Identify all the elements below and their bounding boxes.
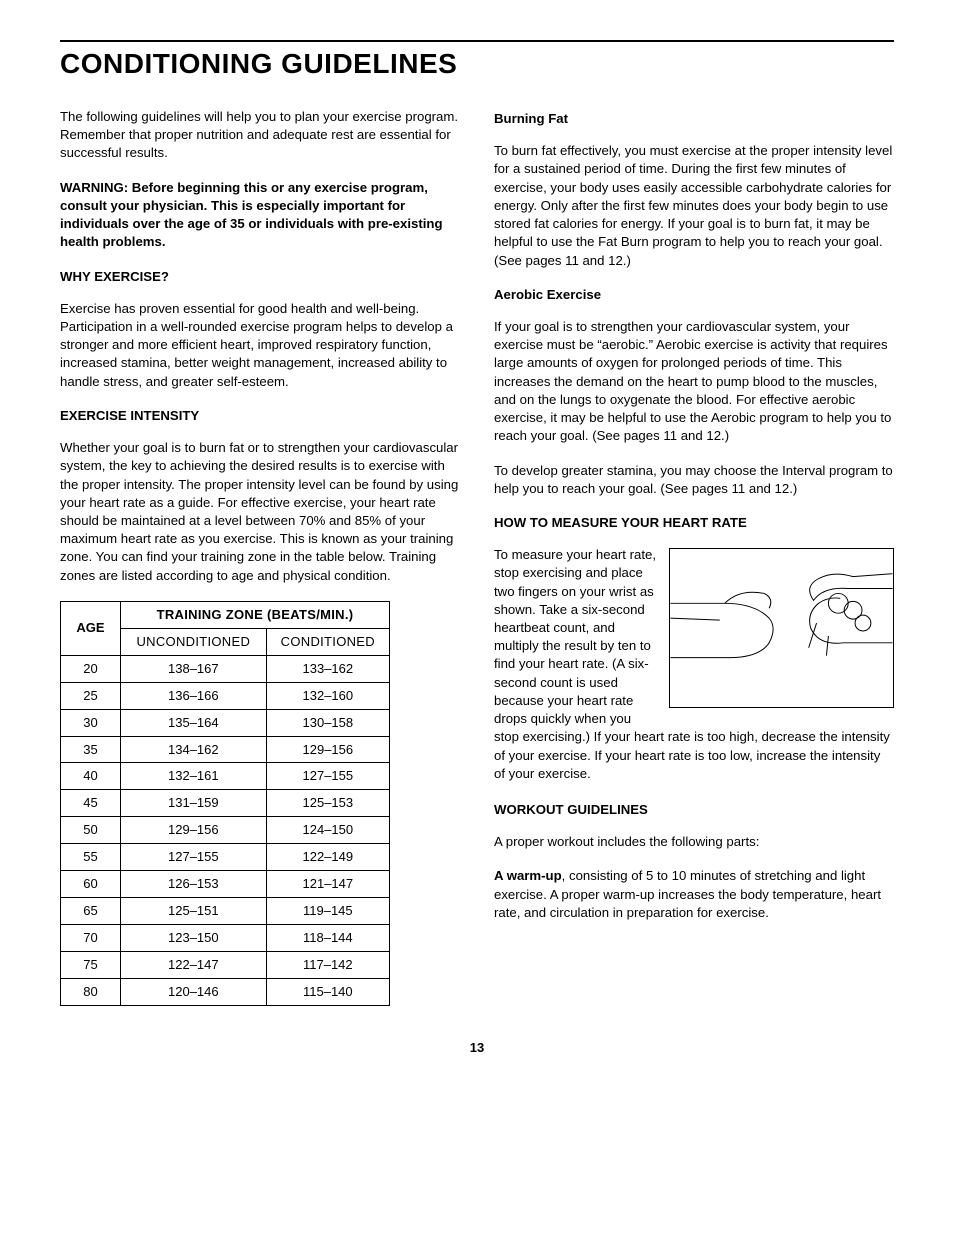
conditioned-cell: 125–153 bbox=[266, 790, 389, 817]
right-column: Burning Fat To burn fat effectively, you… bbox=[494, 108, 894, 1006]
conditioned-cell: 119–145 bbox=[266, 898, 389, 925]
conditioned-cell: 121–147 bbox=[266, 871, 389, 898]
age-cell: 65 bbox=[61, 898, 121, 925]
exercise-intensity-body: Whether your goal is to burn fat or to s… bbox=[60, 439, 460, 585]
unconditioned-cell: 122–147 bbox=[121, 952, 267, 979]
table-row: 35134–162129–156 bbox=[61, 736, 390, 763]
measure-wrap-block: To measure your heart rate, stop exercis… bbox=[494, 546, 894, 799]
workout-guidelines-heading: WORKOUT GUIDELINES bbox=[494, 801, 894, 819]
training-zone-header: TRAINING ZONE (BEATS/MIN.) bbox=[121, 601, 390, 628]
why-exercise-body: Exercise has proven essential for good h… bbox=[60, 300, 460, 391]
intro-paragraph: The following guidelines will help you t… bbox=[60, 108, 460, 163]
age-cell: 40 bbox=[61, 763, 121, 790]
conditioned-cell: 133–162 bbox=[266, 655, 389, 682]
age-cell: 50 bbox=[61, 817, 121, 844]
exercise-intensity-heading: EXERCISE INTENSITY bbox=[60, 407, 460, 425]
unconditioned-cell: 132–161 bbox=[121, 763, 267, 790]
table-row: 80120–146115–140 bbox=[61, 978, 390, 1005]
age-cell: 45 bbox=[61, 790, 121, 817]
unconditioned-cell: 127–155 bbox=[121, 844, 267, 871]
table-row: 55127–155122–149 bbox=[61, 844, 390, 871]
table-row: 60126–153121–147 bbox=[61, 871, 390, 898]
training-zone-table: AGE TRAINING ZONE (BEATS/MIN.) UNCONDITI… bbox=[60, 601, 390, 1006]
unconditioned-cell: 126–153 bbox=[121, 871, 267, 898]
top-rule bbox=[60, 40, 894, 42]
unconditioned-cell: 138–167 bbox=[121, 655, 267, 682]
burning-fat-heading: Burning Fat bbox=[494, 110, 894, 128]
age-cell: 70 bbox=[61, 925, 121, 952]
unconditioned-cell: 123–150 bbox=[121, 925, 267, 952]
table-row: 45131–159125–153 bbox=[61, 790, 390, 817]
aerobic-body-2: To develop greater stamina, you may choo… bbox=[494, 462, 894, 498]
conditioned-cell: 130–158 bbox=[266, 709, 389, 736]
table-row: 20138–167133–162 bbox=[61, 655, 390, 682]
age-cell: 80 bbox=[61, 978, 121, 1005]
age-cell: 30 bbox=[61, 709, 121, 736]
workout-intro: A proper workout includes the following … bbox=[494, 833, 894, 851]
age-cell: 20 bbox=[61, 655, 121, 682]
table-row: 65125–151119–145 bbox=[61, 898, 390, 925]
unconditioned-cell: 135–164 bbox=[121, 709, 267, 736]
conditioned-cell: 115–140 bbox=[266, 978, 389, 1005]
left-column: The following guidelines will help you t… bbox=[60, 108, 460, 1006]
warning-paragraph: WARNING: Before beginning this or any ex… bbox=[60, 179, 460, 252]
age-cell: 55 bbox=[61, 844, 121, 871]
warmup-label: A warm-up bbox=[494, 868, 562, 883]
conditioned-cell: 127–155 bbox=[266, 763, 389, 790]
aerobic-exercise-heading: Aerobic Exercise bbox=[494, 286, 894, 304]
unconditioned-cell: 120–146 bbox=[121, 978, 267, 1005]
conditioned-cell: 124–150 bbox=[266, 817, 389, 844]
table-row: 50129–156124–150 bbox=[61, 817, 390, 844]
unconditioned-cell: 136–166 bbox=[121, 682, 267, 709]
page-number: 13 bbox=[60, 1040, 894, 1055]
age-cell: 75 bbox=[61, 952, 121, 979]
conditioned-cell: 132–160 bbox=[266, 682, 389, 709]
age-header: AGE bbox=[61, 601, 121, 655]
conditioned-cell: 117–142 bbox=[266, 952, 389, 979]
table-row: 30135–164130–158 bbox=[61, 709, 390, 736]
conditioned-header: CONDITIONED bbox=[266, 628, 389, 655]
unconditioned-header: UNCONDITIONED bbox=[121, 628, 267, 655]
age-cell: 35 bbox=[61, 736, 121, 763]
unconditioned-cell: 134–162 bbox=[121, 736, 267, 763]
unconditioned-cell: 131–159 bbox=[121, 790, 267, 817]
why-exercise-heading: WHY EXERCISE? bbox=[60, 268, 460, 286]
aerobic-body-1: If your goal is to strengthen your cardi… bbox=[494, 318, 894, 446]
age-cell: 60 bbox=[61, 871, 121, 898]
burning-fat-body: To burn fat effectively, you must exerci… bbox=[494, 142, 894, 270]
table-row: 75122–147117–142 bbox=[61, 952, 390, 979]
table-row: 70123–150118–144 bbox=[61, 925, 390, 952]
two-column-layout: The following guidelines will help you t… bbox=[60, 108, 894, 1006]
unconditioned-cell: 129–156 bbox=[121, 817, 267, 844]
age-cell: 25 bbox=[61, 682, 121, 709]
conditioned-cell: 122–149 bbox=[266, 844, 389, 871]
wrist-pulse-illustration bbox=[669, 548, 894, 708]
hand-icon bbox=[670, 549, 893, 707]
table-row: 40132–161127–155 bbox=[61, 763, 390, 790]
table-row: 25136–166132–160 bbox=[61, 682, 390, 709]
warmup-paragraph: A warm-up, consisting of 5 to 10 minutes… bbox=[494, 867, 894, 922]
table-row: AGE TRAINING ZONE (BEATS/MIN.) bbox=[61, 601, 390, 628]
conditioned-cell: 118–144 bbox=[266, 925, 389, 952]
conditioned-cell: 129–156 bbox=[266, 736, 389, 763]
page-title: CONDITIONING GUIDELINES bbox=[60, 48, 894, 80]
measure-heart-rate-heading: HOW TO MEASURE YOUR HEART RATE bbox=[494, 514, 894, 532]
unconditioned-cell: 125–151 bbox=[121, 898, 267, 925]
